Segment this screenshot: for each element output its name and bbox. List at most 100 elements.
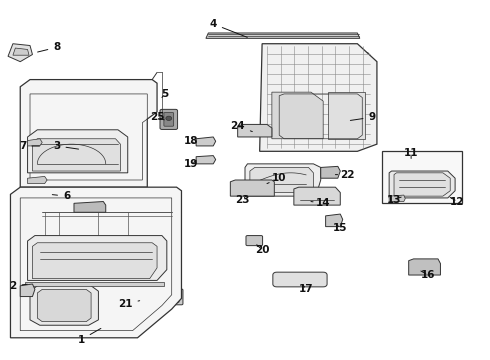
- Circle shape: [30, 179, 35, 183]
- Text: 12: 12: [450, 197, 465, 207]
- Text: 14: 14: [311, 198, 330, 208]
- Polygon shape: [10, 187, 181, 338]
- Circle shape: [421, 262, 428, 267]
- Circle shape: [199, 139, 205, 144]
- Text: 3: 3: [53, 141, 78, 151]
- Circle shape: [249, 129, 255, 133]
- Polygon shape: [74, 202, 106, 212]
- FancyBboxPatch shape: [273, 272, 327, 287]
- Polygon shape: [30, 284, 98, 325]
- Circle shape: [363, 81, 369, 85]
- Text: 11: 11: [404, 148, 418, 158]
- Circle shape: [392, 197, 396, 200]
- Text: 4: 4: [210, 19, 247, 37]
- Text: 19: 19: [184, 159, 198, 169]
- Polygon shape: [196, 156, 216, 164]
- Polygon shape: [238, 125, 272, 137]
- Polygon shape: [245, 164, 321, 196]
- Polygon shape: [409, 259, 441, 275]
- Text: 18: 18: [184, 136, 198, 145]
- Polygon shape: [20, 284, 35, 297]
- Text: 16: 16: [421, 270, 436, 280]
- Circle shape: [363, 138, 369, 143]
- FancyBboxPatch shape: [137, 292, 147, 302]
- Circle shape: [266, 110, 271, 114]
- Circle shape: [363, 67, 369, 71]
- Polygon shape: [230, 180, 274, 196]
- Circle shape: [199, 157, 205, 162]
- Circle shape: [327, 169, 331, 173]
- Text: 7: 7: [19, 141, 40, 151]
- FancyBboxPatch shape: [131, 289, 183, 305]
- Polygon shape: [27, 176, 47, 184]
- Circle shape: [257, 129, 263, 133]
- FancyBboxPatch shape: [164, 113, 173, 126]
- FancyBboxPatch shape: [246, 235, 263, 246]
- Polygon shape: [13, 48, 29, 55]
- Circle shape: [266, 81, 271, 85]
- Circle shape: [363, 95, 369, 100]
- FancyBboxPatch shape: [268, 183, 275, 195]
- Circle shape: [241, 129, 247, 133]
- Polygon shape: [8, 44, 32, 62]
- Polygon shape: [32, 243, 157, 279]
- Circle shape: [363, 52, 369, 57]
- Polygon shape: [326, 214, 343, 226]
- FancyBboxPatch shape: [247, 183, 255, 195]
- Circle shape: [266, 124, 271, 129]
- Polygon shape: [389, 171, 455, 198]
- Text: 9: 9: [350, 112, 376, 122]
- Polygon shape: [260, 44, 377, 151]
- Polygon shape: [328, 92, 365, 139]
- Circle shape: [363, 124, 369, 129]
- Polygon shape: [196, 137, 216, 146]
- Text: 23: 23: [235, 195, 250, 205]
- Text: 2: 2: [9, 281, 27, 291]
- Circle shape: [84, 205, 89, 209]
- FancyBboxPatch shape: [159, 292, 168, 302]
- Text: 20: 20: [255, 245, 270, 255]
- Polygon shape: [27, 130, 128, 173]
- Polygon shape: [321, 166, 340, 178]
- Text: 6: 6: [52, 191, 70, 201]
- Circle shape: [363, 110, 369, 114]
- Circle shape: [266, 67, 271, 71]
- Circle shape: [266, 95, 271, 100]
- Circle shape: [266, 52, 271, 57]
- Polygon shape: [294, 187, 340, 205]
- Circle shape: [266, 138, 271, 143]
- Polygon shape: [25, 282, 164, 286]
- Circle shape: [327, 174, 331, 177]
- FancyBboxPatch shape: [258, 183, 266, 195]
- Text: 15: 15: [333, 224, 347, 233]
- Text: 21: 21: [118, 299, 140, 309]
- Text: 8: 8: [38, 42, 60, 52]
- FancyBboxPatch shape: [382, 151, 463, 203]
- Polygon shape: [272, 92, 323, 139]
- Text: 25: 25: [150, 112, 164, 122]
- Circle shape: [21, 288, 29, 294]
- Text: 22: 22: [335, 170, 355, 180]
- FancyBboxPatch shape: [237, 183, 245, 195]
- FancyBboxPatch shape: [148, 292, 158, 302]
- Polygon shape: [389, 195, 405, 202]
- FancyBboxPatch shape: [160, 109, 177, 130]
- Polygon shape: [250, 167, 314, 193]
- Polygon shape: [37, 289, 91, 321]
- FancyBboxPatch shape: [169, 292, 179, 302]
- Circle shape: [30, 141, 35, 145]
- Circle shape: [421, 268, 428, 273]
- Polygon shape: [27, 139, 42, 146]
- Text: 24: 24: [230, 121, 252, 132]
- Polygon shape: [27, 235, 167, 280]
- Text: 1: 1: [78, 328, 101, 345]
- Text: 17: 17: [299, 284, 314, 294]
- Circle shape: [76, 205, 81, 209]
- Text: 10: 10: [267, 173, 287, 184]
- Polygon shape: [206, 33, 360, 39]
- Circle shape: [166, 116, 171, 121]
- Polygon shape: [394, 173, 450, 196]
- Text: 13: 13: [387, 195, 401, 205]
- Circle shape: [91, 205, 96, 209]
- Polygon shape: [20, 80, 157, 187]
